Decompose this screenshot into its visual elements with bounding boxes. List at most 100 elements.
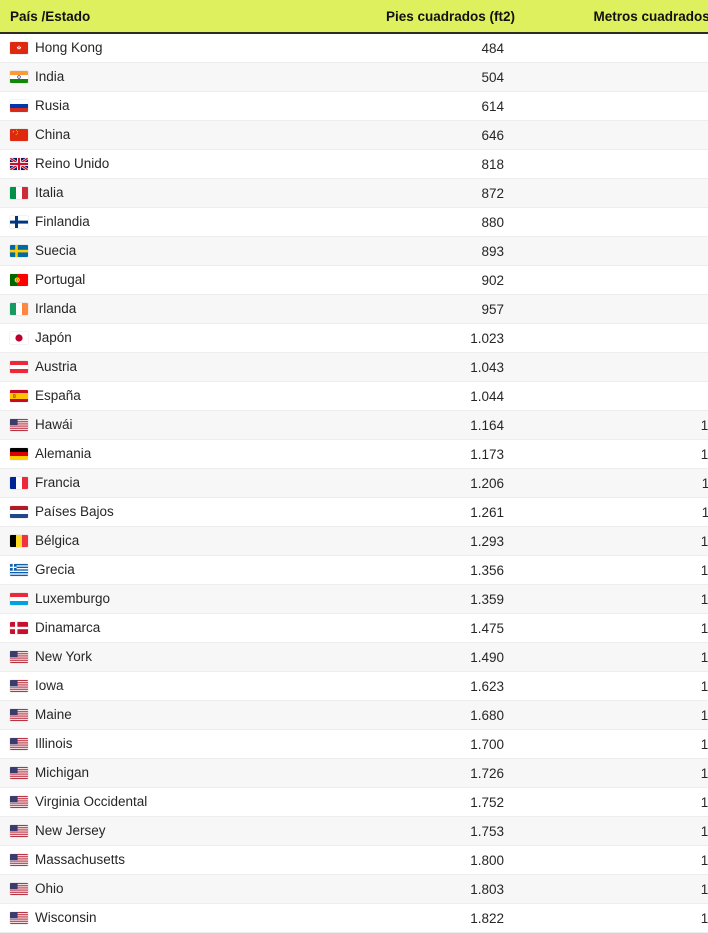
table-row[interactable]: Iowa 1.623150,78 (0, 671, 708, 701)
cell-square-meters: 112,04 (504, 468, 708, 498)
cell-country-state: Suecia (0, 236, 378, 266)
table-row[interactable]: Japón 1.02395,04 (0, 323, 708, 353)
cell-square-meters: 75,99 (504, 149, 708, 179)
cell-country-state: Reino Unido (0, 149, 378, 179)
cell-country-state: Ohio (0, 874, 378, 904)
cell-square-meters: 150,78 (504, 671, 708, 701)
table-body: Hong Kong 48444,97 India 50446,82 Rusia 61457… (0, 33, 708, 933)
table-row[interactable]: Francia 1.206112,04 (0, 468, 708, 498)
column-header-square-feet[interactable]: Pies cuadrados (ft2) (378, 0, 515, 34)
table-row[interactable]: Portugal 90283,80 (0, 265, 708, 295)
table-row[interactable]: Alemania 1.173108,98 (0, 439, 708, 469)
table-row[interactable]: Países Bajos 1.261117,15 (0, 497, 708, 527)
cell-square-meters: 162,86 (504, 816, 708, 846)
table-row[interactable]: Hong Kong 48444,97 (0, 33, 708, 63)
table-row[interactable]: Maine 1.680156,08 (0, 700, 708, 730)
column-header-country-state[interactable]: País /Estado (0, 0, 378, 34)
country-state-label: Iowa (35, 678, 64, 694)
country-state-label: Francia (35, 475, 81, 491)
table-row[interactable]: Wisconsin 1.822169,27 (0, 903, 708, 933)
cell-country-state: Massachusetts (0, 845, 378, 875)
cell-country-state: Portugal (0, 265, 378, 295)
table-row[interactable]: China 64660,02 (0, 120, 708, 150)
table-row[interactable]: Rusia 61457,04 (0, 91, 708, 121)
cell-country-state: Italia (0, 178, 378, 208)
cell-square-meters: 57,04 (504, 91, 708, 121)
table-row[interactable]: Italia 87281,01 (0, 178, 708, 208)
country-state-label: Hawái (35, 417, 73, 433)
cell-country-state: Hawái (0, 410, 378, 440)
table-row[interactable]: Grecia 1.356125,98 (0, 555, 708, 585)
table-row[interactable]: Luxemburgo 1.359126,26 (0, 584, 708, 614)
cell-country-state: Hong Kong (0, 33, 378, 63)
country-state-label: Austria (35, 359, 78, 375)
table-row[interactable]: Virginia Occidental 1.752162,77 (0, 787, 708, 817)
italy-flag-icon (10, 187, 28, 199)
cell-square-meters: 82,96 (504, 236, 708, 266)
cell-square-meters: 162,77 (504, 787, 708, 817)
cell-country-state: Wisconsin (0, 903, 378, 933)
country-state-label: Ohio (35, 881, 64, 897)
cell-square-feet: 1.293 (378, 526, 504, 556)
usa-flag-icon (10, 419, 28, 431)
luxembourg-flag-icon (10, 593, 28, 605)
cell-square-feet: 818 (378, 149, 504, 179)
japan-flag-icon (10, 332, 28, 344)
finland-flag-icon (10, 216, 28, 228)
cell-square-meters: 95,04 (504, 323, 708, 353)
cell-square-meters: 120,12 (504, 526, 708, 556)
cell-country-state: Rusia (0, 91, 378, 121)
cell-square-feet: 1.164 (378, 410, 504, 440)
table-row[interactable]: Dinamarca 1.475137,03 (0, 613, 708, 643)
cell-square-meters: 160,35 (504, 758, 708, 788)
table-row[interactable]: Ohio 1.803167,50 (0, 874, 708, 904)
china-flag-icon (10, 129, 28, 141)
table-row[interactable]: Finlandia 88081,75 (0, 207, 708, 237)
united-kingdom-flag-icon (10, 158, 28, 170)
table-row[interactable]: Irlanda 95788,91 (0, 294, 708, 324)
table-row[interactable]: Michigan 1.726160,35 (0, 758, 708, 788)
table-row[interactable]: Illinois 1.700157,94 (0, 729, 708, 759)
russia-flag-icon (10, 100, 28, 112)
cell-square-feet: 1.475 (378, 613, 504, 643)
cell-square-feet: 1.359 (378, 584, 504, 614)
table-row[interactable]: India 50446,82 (0, 62, 708, 92)
cell-country-state: Japón (0, 323, 378, 353)
cell-square-meters: 138,43 (504, 642, 708, 672)
usa-flag-icon (10, 680, 28, 692)
cell-country-state: Virginia Occidental (0, 787, 378, 817)
country-state-label: Michigan (35, 765, 90, 781)
cell-square-meters: 167,23 (504, 845, 708, 875)
table-row[interactable]: Hawái 1.164108,14 (0, 410, 708, 440)
cell-square-meters: 108,14 (504, 410, 708, 440)
table-header: País /Estado Pies cuadrados (ft2) Metros… (0, 0, 708, 34)
column-header-square-meters[interactable]: Metros cuadrados (m2) (504, 0, 708, 34)
portugal-flag-icon (10, 274, 28, 286)
country-state-label: Hong Kong (35, 40, 103, 56)
cell-square-meters: 81,01 (504, 178, 708, 208)
cell-country-state: Illinois (0, 729, 378, 759)
cell-square-meters: 44,97 (504, 33, 708, 63)
cell-square-feet: 1.044 (378, 381, 504, 411)
cell-country-state: Iowa (0, 671, 378, 701)
table-row[interactable]: Suecia 89382,96 (0, 236, 708, 266)
table-row[interactable]: New York 1.490138,43 (0, 642, 708, 672)
cell-square-feet: 957 (378, 294, 504, 324)
belgium-flag-icon (10, 535, 28, 547)
table-row[interactable]: Massachusetts 1.800167,23 (0, 845, 708, 875)
country-state-label: Massachusetts (35, 852, 126, 868)
table-row[interactable]: Reino Unido 81875,99 (0, 149, 708, 179)
cell-square-feet: 1.680 (378, 700, 504, 730)
spain-flag-icon (10, 390, 28, 402)
table-row[interactable]: New Jersey 1.753162,86 (0, 816, 708, 846)
country-state-label: Italia (35, 185, 64, 201)
cell-square-feet: 880 (378, 207, 504, 237)
table-row[interactable]: Austria 1.04396,90 (0, 352, 708, 382)
table-row[interactable]: España 1.04496,99 (0, 381, 708, 411)
cell-square-meters: 117,15 (504, 497, 708, 527)
table-row[interactable]: Bélgica 1.293120,12 (0, 526, 708, 556)
cell-square-feet: 1.822 (378, 903, 504, 933)
cell-country-state: Francia (0, 468, 378, 498)
